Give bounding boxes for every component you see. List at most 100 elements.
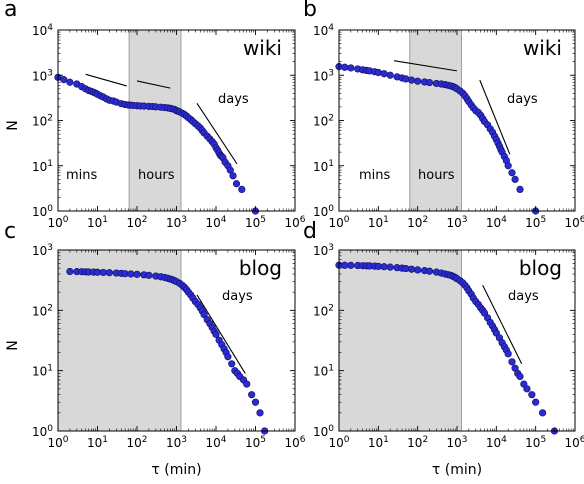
region-label-days: days xyxy=(507,92,538,107)
guide-line xyxy=(136,80,171,89)
data-point xyxy=(528,391,536,399)
guide-line xyxy=(479,79,511,155)
x-tick-label: 105 xyxy=(525,435,546,450)
y-tick-label: 104 xyxy=(32,23,53,38)
data-point xyxy=(516,185,524,194)
data-point xyxy=(105,269,113,277)
y-tick-label: 103 xyxy=(313,243,334,258)
region-label-hours: hours xyxy=(138,168,175,183)
y-tick-label: 100 xyxy=(32,204,53,219)
shaded-region xyxy=(338,249,462,432)
data-point xyxy=(386,263,394,271)
data-point xyxy=(251,398,260,406)
data-point xyxy=(347,64,355,72)
y-tick-label: 102 xyxy=(313,303,334,318)
data-point xyxy=(341,261,349,269)
data-point xyxy=(508,169,516,177)
y-tick-label: 103 xyxy=(313,68,334,83)
panel-letter: b xyxy=(303,0,317,22)
x-tick-label: 101 xyxy=(87,215,108,230)
panel-d: 100 101 102 103 104 105 106100101102103dblogda… xyxy=(303,219,584,478)
data-point xyxy=(212,330,220,338)
data-point xyxy=(228,360,236,368)
x-tick-label: 100 xyxy=(47,435,68,450)
data-point xyxy=(99,268,107,277)
y-tick-label: 100 xyxy=(313,204,334,219)
data-point xyxy=(523,385,531,393)
x-tick-label: 103 xyxy=(166,215,187,230)
y-tick-label: 101 xyxy=(32,159,53,174)
data-point xyxy=(504,162,512,170)
region-label-days: days xyxy=(222,289,253,304)
data-point xyxy=(200,310,208,319)
data-point xyxy=(238,185,246,194)
x-tick-label: 100 xyxy=(328,215,349,230)
guide-line xyxy=(196,102,238,165)
panel-letter: c xyxy=(4,219,16,244)
y-tick-label: 100 xyxy=(32,424,53,439)
x-tick-label: 103 xyxy=(166,435,187,450)
x-tick-label: 102 xyxy=(407,435,428,450)
data-point xyxy=(532,398,540,406)
data-point xyxy=(402,75,410,83)
y-tick-label: 102 xyxy=(32,114,53,129)
data-point xyxy=(232,180,241,188)
x-tick-label: 106 xyxy=(284,215,305,230)
x-tick-label: 102 xyxy=(126,435,147,450)
x-tick-label: 100 xyxy=(47,215,68,230)
x-tick-label: 101 xyxy=(368,435,389,450)
y-tick-label: 101 xyxy=(313,364,334,379)
data-point xyxy=(347,261,355,269)
x-tick-label: 100 xyxy=(328,435,349,450)
x-tick-label: 103 xyxy=(446,215,467,230)
data-point xyxy=(414,266,422,274)
panel-letter: a xyxy=(4,0,17,22)
data-point xyxy=(414,77,422,85)
data-point xyxy=(386,71,394,79)
x-tick-label: 101 xyxy=(368,215,389,230)
dataset-label: blog xyxy=(239,256,282,280)
data-point xyxy=(226,166,234,174)
region-label-mins: mins xyxy=(359,168,391,183)
y-axis-label: N xyxy=(5,340,21,350)
panel-a: 100 101 102 103 104 105 106 100 101 102 103 104 a wik… xyxy=(4,0,306,230)
x-tick-label: 104 xyxy=(205,215,226,230)
data-point xyxy=(508,358,516,366)
data-point xyxy=(504,350,512,358)
data-point xyxy=(256,409,264,417)
panel-b: 100 101 102 103 104 105 106100101102103104bwik… xyxy=(303,0,584,230)
y-tick-label: 103 xyxy=(32,68,53,83)
guide-line xyxy=(196,294,246,374)
x-tick-label: 102 xyxy=(407,215,428,230)
guide-line xyxy=(482,285,523,365)
y-tick-label: 101 xyxy=(313,159,334,174)
data-point xyxy=(407,265,416,273)
data-point xyxy=(66,267,74,276)
y-tick-label: 104 xyxy=(313,23,334,38)
y-tick-label: 100 xyxy=(313,424,334,439)
region-label-days: days xyxy=(508,289,539,304)
region-label-hours: hours xyxy=(418,168,455,183)
x-tick-label: 105 xyxy=(245,435,266,450)
dataset-label: blog xyxy=(519,256,562,280)
data-point xyxy=(511,175,519,183)
data-point xyxy=(380,70,388,78)
data-point xyxy=(538,409,547,417)
data-point xyxy=(248,391,256,399)
x-tick-label: 106 xyxy=(564,215,584,230)
data-point xyxy=(425,267,434,275)
y-tick-label: 101 xyxy=(32,364,53,379)
data-point xyxy=(145,271,153,279)
data-point xyxy=(374,68,382,77)
data-point xyxy=(224,353,232,361)
data-point xyxy=(425,78,434,87)
panel-letter: d xyxy=(303,219,317,244)
guide-line xyxy=(85,73,127,87)
x-tick-label: 105 xyxy=(245,215,266,230)
y-axis-label: N xyxy=(5,120,21,130)
data-point xyxy=(66,78,74,86)
data-point xyxy=(133,270,141,278)
dataset-label: wiki xyxy=(243,36,282,60)
region-label-mins: mins xyxy=(66,168,98,183)
